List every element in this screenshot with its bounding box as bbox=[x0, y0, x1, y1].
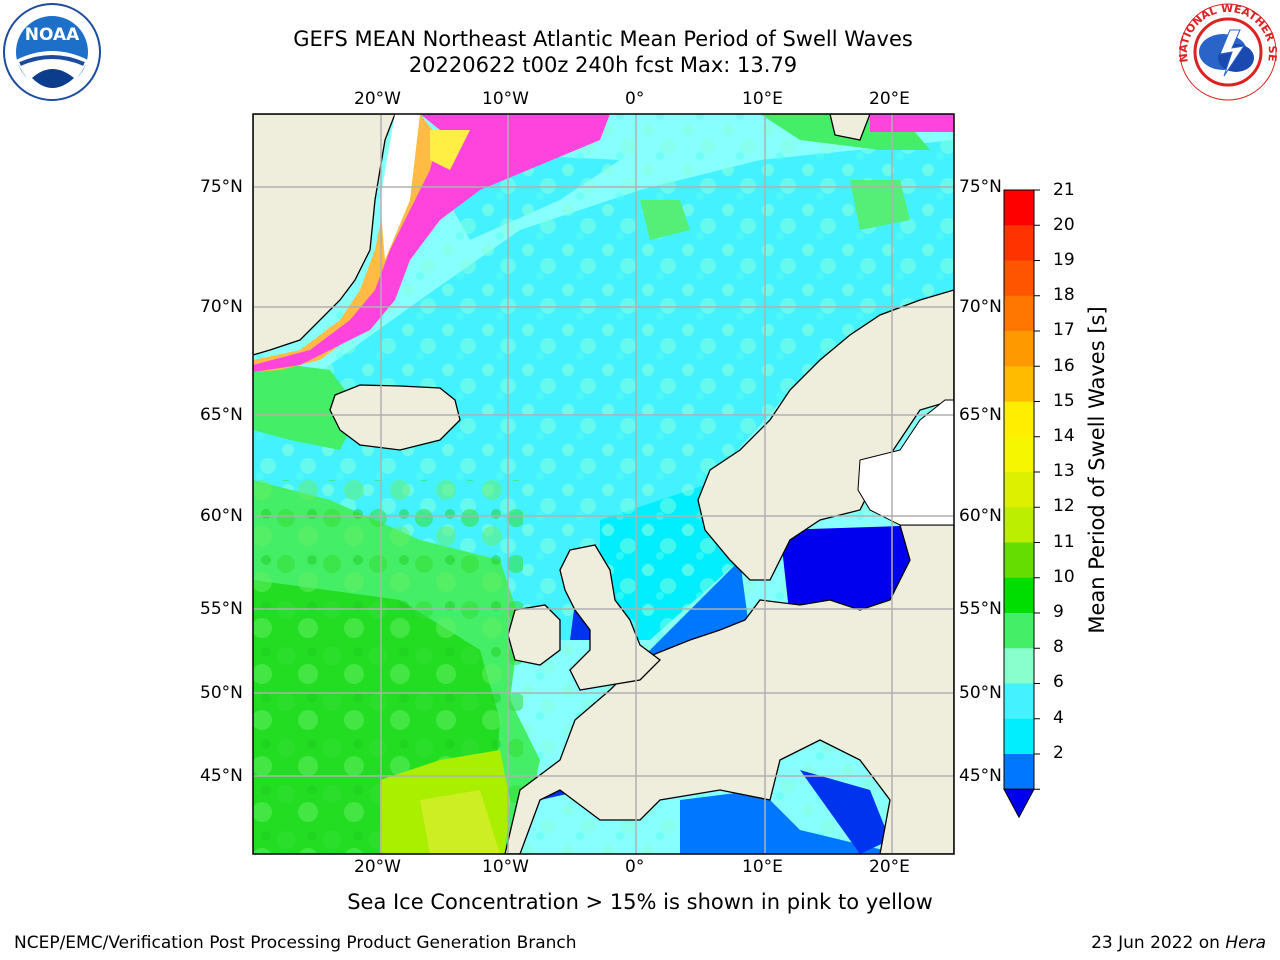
map-title: GEFS MEAN Northeast Atlantic Mean Period… bbox=[293, 27, 913, 51]
gulf-of-bothnia-missing bbox=[857, 399, 954, 526]
lat-tick-left: 70°N bbox=[200, 297, 243, 317]
colorbar-segment bbox=[1004, 331, 1034, 367]
colorbar bbox=[1003, 189, 1040, 819]
colorbar-segment bbox=[1004, 436, 1034, 473]
footer-date-text: 23 Jun 2022 on bbox=[1091, 933, 1220, 953]
colorbar-segment bbox=[1004, 401, 1034, 438]
colorbar-segment bbox=[1004, 507, 1034, 543]
ireland bbox=[507, 604, 561, 666]
colorbar-tick: 21 bbox=[1053, 180, 1075, 200]
colorbar-segment bbox=[1004, 472, 1034, 508]
lon-tick-bottom: 20°W bbox=[354, 857, 401, 877]
greenland bbox=[253, 114, 396, 356]
lon-tick-bottom: 0° bbox=[625, 857, 645, 877]
colorbar-extend-arrow bbox=[1003, 788, 1035, 819]
lat-tick-right: 70°N bbox=[959, 297, 1002, 317]
map-field bbox=[253, 114, 954, 854]
colorbar-tick: 10 bbox=[1053, 567, 1075, 587]
colorbar-tick: 17 bbox=[1053, 320, 1075, 340]
colorbar-tick: 16 bbox=[1053, 356, 1075, 376]
land bbox=[253, 114, 954, 854]
noaa-logo: NOAA bbox=[3, 3, 101, 101]
lon-tick-bottom: 10°W bbox=[482, 857, 529, 877]
colorbar-tick: 4 bbox=[1053, 708, 1064, 728]
lat-tick-right: 65°N bbox=[959, 405, 1002, 425]
sea-ice-note: Sea Ice Concentration > 15% is shown in … bbox=[347, 890, 933, 914]
footer-date: 23 Jun 2022 on Hera bbox=[1091, 933, 1266, 953]
continental-europe bbox=[504, 524, 954, 854]
lat-tick-right: 60°N bbox=[959, 506, 1002, 526]
colorbar-tick: 11 bbox=[1053, 532, 1075, 552]
map-frame bbox=[252, 113, 955, 855]
colorbar-segment bbox=[1004, 613, 1034, 649]
lat-tick-right: 50°N bbox=[959, 683, 1002, 703]
lon-tick-bottom: 20°E bbox=[869, 857, 910, 877]
lon-tick-top: 20°W bbox=[354, 89, 401, 109]
lon-tick-top: 10°W bbox=[482, 89, 529, 109]
forecast-info: 20220622 t00z 240h fcst Max: 13.79 bbox=[408, 53, 798, 77]
colorbar-tick: 20 bbox=[1053, 215, 1075, 235]
noaa-logo-text: NOAA bbox=[25, 25, 80, 45]
colorbar-segment bbox=[1004, 648, 1034, 684]
lat-tick-left: 75°N bbox=[200, 177, 243, 197]
lon-tick-top: 20°E bbox=[869, 89, 910, 109]
footer-credit: NCEP/EMC/Verification Post Processing Pr… bbox=[14, 933, 577, 953]
colorbar-segment bbox=[1004, 718, 1034, 755]
colorbar-tick: 6 bbox=[1053, 672, 1064, 692]
colorbar-segment bbox=[1004, 542, 1034, 579]
lat-tick-left: 65°N bbox=[200, 405, 243, 425]
great-britain bbox=[559, 544, 661, 691]
lon-tick-top: 10°E bbox=[742, 89, 783, 109]
colorbar-tick: 19 bbox=[1053, 250, 1075, 270]
colorbar-segment bbox=[1004, 295, 1034, 332]
lat-tick-right: 45°N bbox=[959, 766, 1002, 786]
sea-ice bbox=[253, 114, 954, 372]
colorbar-tick: 8 bbox=[1053, 637, 1064, 657]
lat-tick-left: 50°N bbox=[200, 683, 243, 703]
colorbar-segment bbox=[1004, 577, 1034, 614]
colorbar-tick: 18 bbox=[1053, 285, 1075, 305]
lat-tick-left: 55°N bbox=[200, 599, 243, 619]
lat-tick-right: 75°N bbox=[959, 177, 1002, 197]
footer-machine: Hera bbox=[1225, 933, 1266, 953]
lat-tick-left: 45°N bbox=[200, 766, 243, 786]
lat-tick-right: 55°N bbox=[959, 599, 1002, 619]
colorbar-tick: 2 bbox=[1053, 743, 1064, 763]
colorbar-tick: 13 bbox=[1053, 461, 1075, 481]
colorbar-segment bbox=[1004, 225, 1034, 261]
colorbar-tick: 9 bbox=[1053, 602, 1064, 622]
graticule bbox=[253, 114, 954, 854]
colorbar-frame bbox=[1003, 189, 1035, 790]
colorbar-segment bbox=[1004, 190, 1034, 226]
colorbar-tick: 12 bbox=[1053, 496, 1075, 516]
svalbard bbox=[829, 114, 871, 141]
colorbar-segment bbox=[1004, 754, 1034, 790]
colorbar-tick: 15 bbox=[1053, 391, 1075, 411]
colorbar-segment bbox=[1004, 366, 1034, 402]
colorbar-tick: 14 bbox=[1053, 426, 1075, 446]
colorbar-label: Mean Period of Swell Waves [s] bbox=[1085, 306, 1109, 634]
colorbar-segment bbox=[1004, 260, 1034, 297]
lon-tick-bottom: 10°E bbox=[742, 857, 783, 877]
national-weather-service-logo: NATIONAL WEATHER SERVICE bbox=[1178, 2, 1278, 101]
colorbar-segment bbox=[1004, 683, 1034, 720]
iceland bbox=[329, 384, 461, 451]
lat-tick-left: 60°N bbox=[200, 506, 243, 526]
lon-tick-top: 0° bbox=[625, 89, 645, 109]
